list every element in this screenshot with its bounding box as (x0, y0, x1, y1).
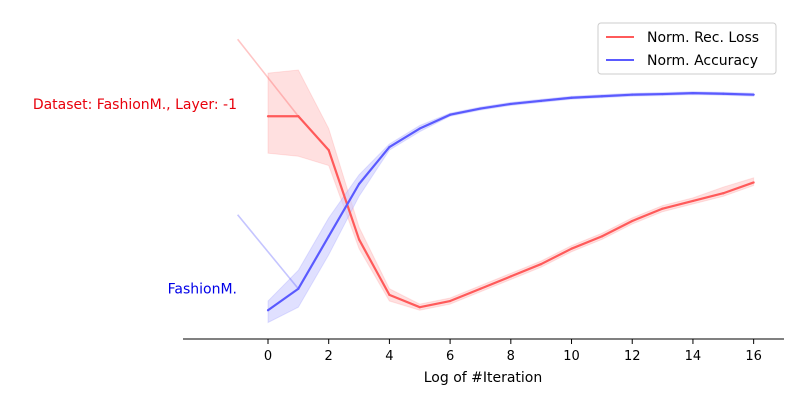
x-tick-label: 16 (745, 349, 762, 364)
point-norm-rec-loss (631, 219, 634, 223)
point-norm-accuracy (388, 145, 391, 149)
x-tick-label: 2 (325, 349, 333, 364)
point-norm-rec-loss (600, 235, 603, 238)
pre-segment-norm-rec-loss (237, 38, 299, 117)
legend: Norm. Rec. Loss Norm. Accuracy (597, 22, 777, 75)
point-norm-accuracy (418, 127, 421, 130)
band-norm-rec-loss (267, 69, 755, 311)
x-tick-label: 8 (507, 349, 515, 364)
faded-initial-segments (237, 38, 299, 290)
legend-label-accuracy: Norm. Accuracy (647, 53, 758, 69)
point-norm-accuracy (297, 287, 300, 290)
point-norm-rec-loss (509, 275, 512, 278)
x-tick-label: 12 (624, 349, 641, 364)
point-norm-accuracy (631, 93, 634, 96)
legend-box (597, 22, 777, 75)
point-norm-rec-loss (479, 287, 482, 290)
point-norm-rec-loss (266, 115, 270, 118)
pre-segment-norm-accuracy (237, 214, 299, 290)
point-norm-accuracy (540, 99, 543, 102)
point-norm-rec-loss (691, 199, 695, 203)
dataset-name-label: FashionM. (168, 282, 237, 298)
point-norm-accuracy (479, 107, 482, 110)
point-norm-rec-loss (570, 247, 573, 250)
point-norm-rec-loss (449, 299, 452, 303)
x-tick-label: 10 (563, 349, 580, 364)
point-norm-rec-loss (722, 192, 725, 195)
x-tick-label: 4 (385, 349, 393, 364)
x-axis-title: Log of #Iteration (424, 370, 543, 386)
point-norm-accuracy (449, 113, 452, 116)
x-tick-label: 14 (685, 349, 702, 364)
point-norm-rec-loss (661, 207, 664, 210)
point-norm-accuracy (327, 235, 330, 238)
point-norm-accuracy (691, 92, 695, 95)
point-norm-rec-loss (327, 149, 330, 152)
point-norm-accuracy (752, 93, 755, 96)
point-norm-rec-loss (752, 181, 755, 184)
point-norm-accuracy (266, 309, 270, 312)
point-norm-rec-loss (357, 238, 361, 241)
x-axis-ticks: 0 2 4 6 8 10 12 14 16 (264, 339, 762, 364)
point-norm-rec-loss (297, 115, 300, 118)
confidence-bands (267, 69, 755, 324)
point-norm-accuracy (661, 92, 664, 96)
x-tick-label: 6 (446, 349, 454, 364)
x-tick-label: 0 (264, 349, 272, 364)
point-norm-accuracy (722, 92, 725, 95)
point-norm-accuracy (357, 182, 361, 186)
point-norm-rec-loss (540, 262, 543, 266)
point-norm-accuracy (509, 102, 512, 106)
point-norm-rec-loss (418, 306, 421, 309)
point-norm-rec-loss (388, 293, 391, 296)
legend-label-rec-loss: Norm. Rec. Loss (647, 30, 759, 46)
point-norm-accuracy (570, 96, 573, 99)
point-norm-accuracy (600, 95, 603, 98)
dataset-layer-label: Dataset: FashionM., Layer: -1 (33, 97, 237, 113)
series-lines (266, 92, 755, 312)
band-norm-accuracy (267, 91, 755, 324)
